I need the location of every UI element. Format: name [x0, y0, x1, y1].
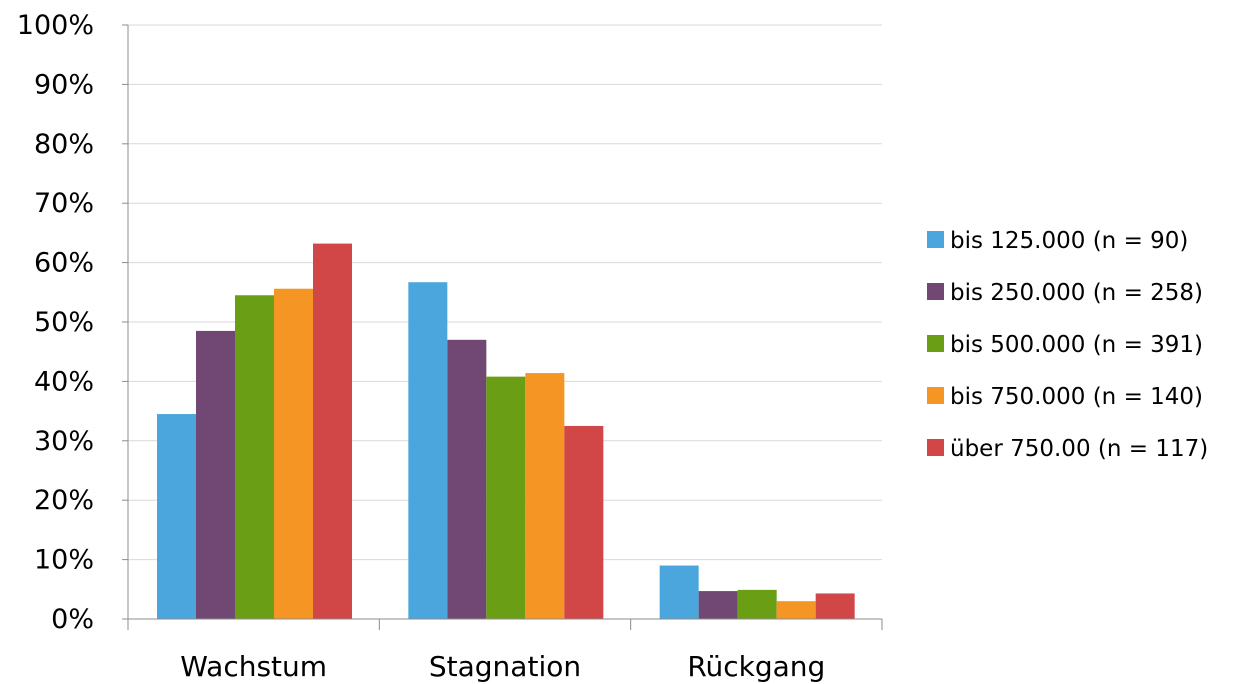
bar — [235, 295, 274, 619]
x-axis: Wachstum Stagnation Rückgang — [127, 618, 883, 683]
legend-label: bis 500.000 (n = 391) — [950, 332, 1203, 358]
y-tick-label: 10% — [34, 545, 94, 576]
legend-label: bis 250.000 (n = 258) — [950, 280, 1203, 306]
legend-swatch — [927, 283, 944, 300]
x-category-label: Rückgang — [687, 650, 825, 683]
bar — [486, 376, 526, 619]
bar — [157, 414, 196, 619]
y-tick-label: 100% — [17, 10, 94, 41]
bar — [525, 373, 565, 619]
legend-swatch — [927, 335, 944, 352]
y-tick-label: 50% — [34, 307, 94, 338]
bar — [196, 330, 235, 619]
y-tick-label: 0% — [51, 604, 94, 635]
y-axis: 0% 10% 20% 30% 40% 50% 60% 70% 80% 90% 100% — [17, 10, 129, 635]
bar — [659, 565, 699, 619]
y-tick-label: 60% — [34, 248, 94, 279]
x-category-label: Wachstum — [180, 650, 327, 683]
bar — [737, 589, 777, 619]
legend-label: über 750.00 (n = 117) — [950, 436, 1208, 462]
y-tick-label: 90% — [34, 69, 94, 100]
bar — [815, 593, 855, 619]
y-tick-label: 80% — [34, 129, 94, 160]
legend: bis 125.000 (n = 90) bis 250.000 (n = 258… — [927, 228, 1208, 462]
bars — [157, 243, 855, 620]
bar — [564, 425, 604, 619]
bar — [274, 288, 313, 619]
y-tick-label: 40% — [34, 366, 94, 397]
legend-label: bis 125.000 (n = 90) — [950, 228, 1188, 254]
bar — [698, 591, 738, 619]
y-tick-label: 20% — [34, 485, 94, 516]
bar — [313, 243, 352, 620]
legend-swatch — [927, 387, 944, 404]
y-tick-label: 70% — [34, 188, 94, 219]
bar — [776, 601, 816, 619]
legend-label: bis 750.000 (n = 140) — [950, 384, 1203, 410]
bar — [408, 282, 448, 619]
y-tick-label: 30% — [34, 426, 94, 457]
legend-swatch — [927, 231, 944, 248]
bar — [447, 339, 487, 619]
x-category-label: Stagnation — [429, 650, 581, 683]
legend-swatch — [927, 439, 944, 456]
